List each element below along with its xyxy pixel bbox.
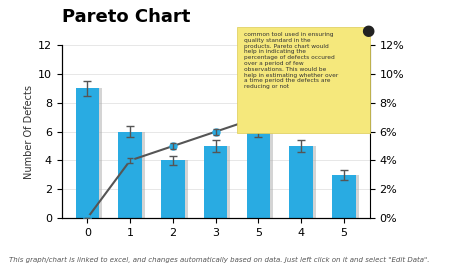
Bar (204, 146, 228, 218)
FancyBboxPatch shape (237, 27, 370, 133)
Bar (118, 132, 142, 218)
Y-axis label: Number Of Defects: Number Of Defects (24, 85, 34, 179)
Bar (332, 175, 356, 218)
Text: Pareto Chart: Pareto Chart (62, 8, 190, 26)
Bar (79, 88, 102, 218)
Bar (292, 146, 316, 218)
Bar (75, 88, 99, 218)
Bar (290, 146, 313, 218)
Text: ●: ● (361, 23, 374, 38)
Bar (250, 132, 273, 218)
Bar (246, 132, 270, 218)
Bar (207, 146, 230, 218)
Bar (121, 132, 145, 218)
Bar (164, 160, 188, 218)
Text: This graph/chart is linked to excel, and changes automatically based on data. Ju: This graph/chart is linked to excel, and… (9, 257, 430, 263)
Bar (335, 175, 359, 218)
Bar (161, 160, 185, 218)
Text: common tool used in ensuring
quality standard in the
products. Pareto chart woul: common tool used in ensuring quality sta… (244, 32, 338, 89)
